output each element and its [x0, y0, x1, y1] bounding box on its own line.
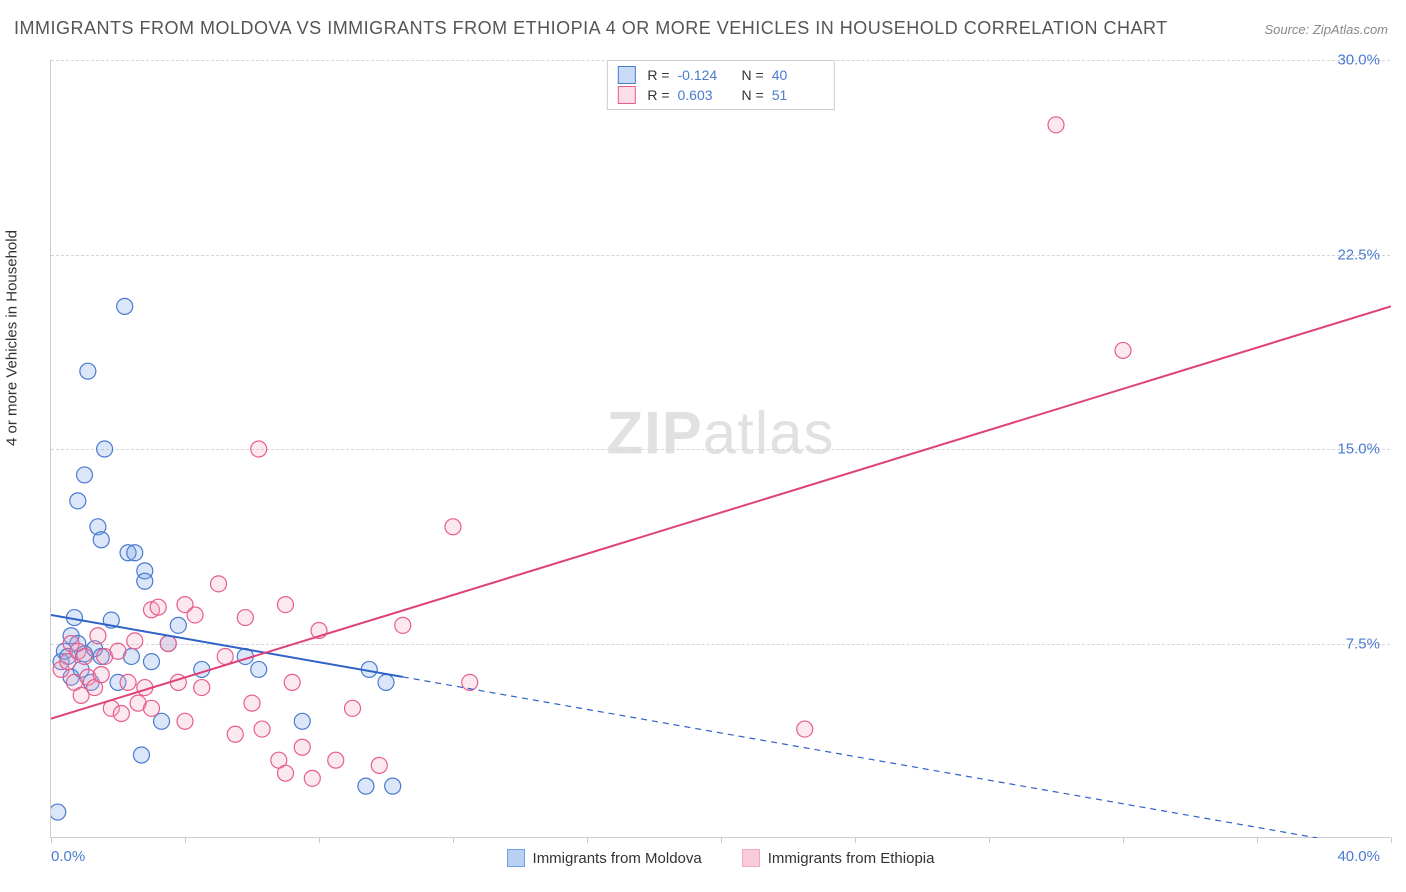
swatch-ethiopia-icon	[742, 849, 760, 867]
data-point	[251, 661, 267, 677]
data-point	[254, 721, 270, 737]
data-point	[77, 648, 93, 664]
trend-line-extrapolated	[403, 677, 1318, 838]
legend-row-moldova: R = -0.124 N = 40	[617, 65, 823, 85]
data-point	[187, 607, 203, 623]
plot-area: ZIPatlas R = -0.124 N = 40 R = 0.603 N =…	[50, 60, 1390, 838]
data-point	[154, 713, 170, 729]
data-point	[144, 654, 160, 670]
source-attribution: Source: ZipAtlas.com	[1264, 22, 1388, 37]
trend-line	[51, 306, 1391, 718]
data-point	[93, 532, 109, 548]
data-point	[237, 610, 253, 626]
data-point	[110, 643, 126, 659]
data-point	[80, 363, 96, 379]
data-point	[120, 674, 136, 690]
data-point	[294, 739, 310, 755]
data-point	[1048, 117, 1064, 133]
swatch-moldova-icon	[507, 849, 525, 867]
data-point	[70, 493, 86, 509]
data-point	[227, 726, 243, 742]
legend-item-moldova: Immigrants from Moldova	[507, 849, 702, 867]
data-point	[378, 674, 394, 690]
data-point	[217, 648, 233, 664]
data-point	[278, 765, 294, 781]
data-point	[133, 747, 149, 763]
data-point	[385, 778, 401, 794]
data-point	[51, 804, 66, 820]
data-point	[127, 633, 143, 649]
data-point	[462, 674, 478, 690]
data-point	[211, 576, 227, 592]
chart-title: IMMIGRANTS FROM MOLDOVA VS IMMIGRANTS FR…	[14, 18, 1168, 39]
data-point	[170, 617, 186, 633]
data-point	[90, 628, 106, 644]
x-axis-max-label: 40.0%	[1337, 848, 1380, 865]
data-point	[294, 713, 310, 729]
legend-item-ethiopia: Immigrants from Ethiopia	[742, 849, 935, 867]
data-point	[284, 674, 300, 690]
data-point	[127, 545, 143, 561]
y-axis-title: 4 or more Vehicles in Household	[4, 230, 21, 446]
data-point	[194, 680, 210, 696]
data-point	[113, 706, 129, 722]
data-point	[177, 713, 193, 729]
data-point	[244, 695, 260, 711]
scatter-svg	[51, 60, 1391, 838]
data-point	[160, 636, 176, 652]
data-point	[144, 700, 160, 716]
data-point	[97, 441, 113, 457]
data-point	[137, 573, 153, 589]
data-point	[328, 752, 344, 768]
series-legend: Immigrants from Moldova Immigrants from …	[507, 849, 935, 867]
data-point	[358, 778, 374, 794]
data-point	[345, 700, 361, 716]
x-axis-min-label: 0.0%	[51, 848, 85, 865]
correlation-legend: R = -0.124 N = 40 R = 0.603 N = 51	[606, 60, 834, 110]
data-point	[77, 467, 93, 483]
data-point	[117, 298, 133, 314]
data-point	[93, 667, 109, 683]
data-point	[304, 770, 320, 786]
data-point	[278, 597, 294, 613]
legend-row-ethiopia: R = 0.603 N = 51	[617, 85, 823, 105]
data-point	[797, 721, 813, 737]
data-point	[150, 599, 166, 615]
data-point	[371, 757, 387, 773]
swatch-moldova	[617, 66, 635, 84]
data-point	[445, 519, 461, 535]
swatch-ethiopia	[617, 86, 635, 104]
data-point	[395, 617, 411, 633]
data-point	[1115, 342, 1131, 358]
data-point	[251, 441, 267, 457]
